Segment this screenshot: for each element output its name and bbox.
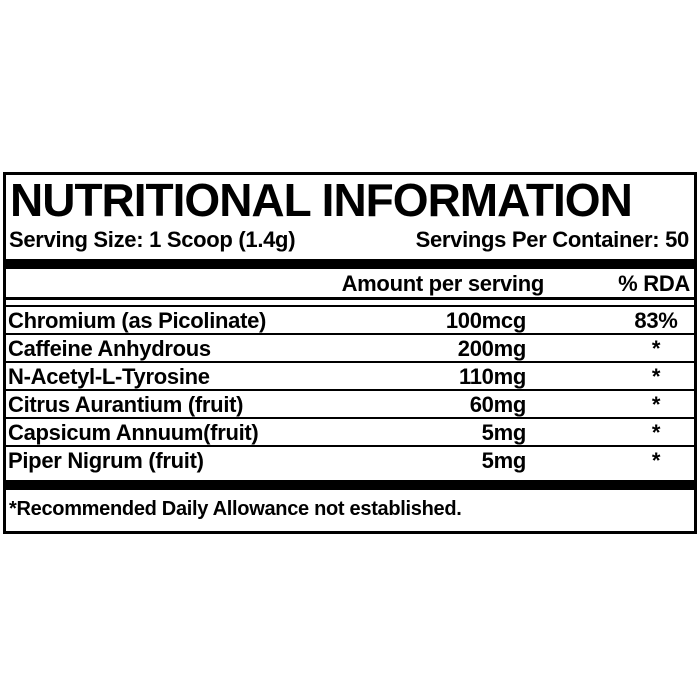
ingredient-amount: 200mg [457, 336, 527, 361]
servings-per-container-text: Servings Per Container: 50 [415, 227, 690, 252]
serving-size-text: Serving Size: 1 Scoop (1.4g) [9, 227, 296, 252]
ingredient-rda: * [651, 420, 661, 445]
ingredient-row: Chromium (as Picolinate) 100mcg 83% [6, 307, 694, 335]
divider-bar-top [6, 259, 694, 269]
ingredient-row: Citrus Aurantium (fruit) 60mg * [6, 391, 694, 419]
ingredient-amount: 110mg [459, 364, 526, 389]
nutrition-label: NUTRITIONAL INFORMATION Serving Size: 1 … [3, 172, 697, 534]
ingredient-amount: 100mcg [445, 308, 526, 333]
ingredient-name: Chromium (as Picolinate) [8, 308, 267, 333]
ingredient-name: Piper Nigrum (fruit) [8, 448, 204, 473]
rda-footnote: *Recommended Daily Allowance not establi… [9, 498, 462, 520]
ingredient-amount: 5mg [481, 420, 527, 445]
ingredient-row: Caffeine Anhydrous 200mg * [6, 335, 694, 363]
ingredient-row: Piper Nigrum (fruit) 5mg * [6, 447, 694, 480]
ingredient-name: N-Acetyl-L-Tyrosine [8, 364, 210, 389]
serving-row: Serving Size: 1 Scoop (1.4g) Servings Pe… [6, 224, 694, 259]
label-title: NUTRITIONAL INFORMATION [10, 174, 633, 226]
ingredient-name: Citrus Aurantium (fruit) [8, 392, 244, 417]
ingredient-rda: * [651, 336, 661, 361]
ingredient-row: N-Acetyl-L-Tyrosine 110mg * [6, 363, 694, 391]
ingredient-rda: * [651, 364, 661, 389]
ingredient-rda: * [651, 392, 661, 417]
ingredient-name: Caffeine Anhydrous [8, 336, 211, 361]
divider-bar-bottom [6, 480, 694, 490]
ingredient-rows: Chromium (as Picolinate) 100mcg 83% Caff… [6, 307, 694, 480]
ingredient-name: Capsicum Annuum(fruit) [8, 420, 259, 445]
ingredient-rda: 83% [634, 308, 678, 333]
column-header-row: Amount per serving % RDA [6, 269, 694, 297]
ingredient-amount: 5mg [481, 448, 527, 473]
ingredient-row: Capsicum Annuum(fruit) 5mg * [6, 419, 694, 447]
ingredient-rda: * [651, 448, 661, 473]
rda-column-header: % RDA [618, 271, 690, 296]
ingredient-amount: 60mg [469, 392, 527, 417]
header-double-rule [6, 297, 694, 307]
amount-column-header: Amount per serving [341, 271, 545, 296]
